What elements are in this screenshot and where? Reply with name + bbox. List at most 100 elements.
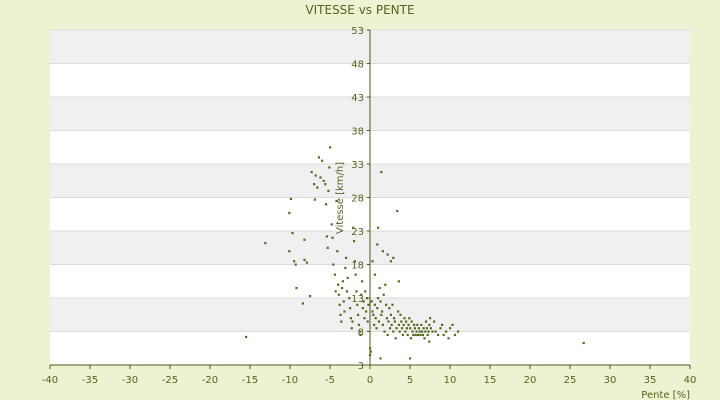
data-point xyxy=(419,333,422,337)
data-point xyxy=(361,280,364,283)
data-point xyxy=(427,330,430,333)
data-point xyxy=(393,317,396,320)
data-point xyxy=(384,283,387,286)
data-point xyxy=(325,235,328,238)
data-point xyxy=(385,317,388,320)
data-point xyxy=(289,197,292,201)
data-point xyxy=(369,350,372,353)
data-point xyxy=(410,320,413,323)
data-point xyxy=(389,327,392,330)
y-tick-label: 53 xyxy=(351,26,364,37)
data-point xyxy=(453,333,456,337)
x-axis-label: Pente [%] xyxy=(641,390,690,400)
data-point xyxy=(391,303,394,306)
x-tick-label: 10 xyxy=(444,375,457,386)
data-point xyxy=(398,330,401,333)
data-point xyxy=(377,226,380,229)
x-tick-label: 20 xyxy=(524,375,537,386)
x-tick-label: -35 xyxy=(82,375,98,386)
data-point xyxy=(356,303,359,306)
data-point xyxy=(309,294,312,298)
data-point xyxy=(370,300,373,303)
data-point xyxy=(355,290,358,293)
data-point xyxy=(397,310,400,313)
data-point xyxy=(327,189,330,192)
data-point xyxy=(403,317,406,320)
chart-title: VITESSE vs PENTE xyxy=(305,3,414,17)
x-tick-label: 5 xyxy=(407,375,413,386)
data-point xyxy=(408,317,411,320)
data-point xyxy=(414,333,417,337)
y-tick-label: 28 xyxy=(351,194,364,205)
x-tick-label: -30 xyxy=(122,375,138,386)
data-point xyxy=(301,302,304,305)
x-tick-label: 0 xyxy=(367,375,373,386)
data-point xyxy=(379,357,382,360)
x-tick-label: -5 xyxy=(325,375,335,386)
data-point xyxy=(349,307,352,310)
x-tick-label: -15 xyxy=(242,375,258,386)
data-point xyxy=(437,333,440,337)
data-point xyxy=(378,286,381,290)
data-points xyxy=(245,146,585,360)
data-point xyxy=(420,323,423,326)
data-point xyxy=(264,242,267,245)
y-tick-label: 38 xyxy=(351,127,364,138)
data-point xyxy=(351,320,354,323)
data-point xyxy=(381,323,384,326)
data-point xyxy=(369,347,372,350)
data-point xyxy=(377,320,380,323)
data-point xyxy=(406,333,409,337)
data-point xyxy=(337,283,340,286)
data-point xyxy=(412,333,415,337)
data-point xyxy=(397,280,400,283)
data-point xyxy=(421,333,424,337)
data-point xyxy=(317,156,320,159)
data-point xyxy=(245,335,248,339)
data-point xyxy=(417,327,420,330)
data-point xyxy=(345,256,348,259)
data-point xyxy=(396,209,399,213)
data-point xyxy=(405,320,408,323)
data-point xyxy=(293,260,296,263)
data-point xyxy=(442,333,445,337)
data-point xyxy=(295,286,298,290)
data-point xyxy=(390,323,393,326)
data-point xyxy=(385,303,388,306)
x-tick-label: 35 xyxy=(644,375,657,386)
data-point xyxy=(352,226,355,229)
data-point xyxy=(392,256,395,259)
data-point xyxy=(319,176,322,179)
data-point xyxy=(313,198,316,201)
data-point xyxy=(375,327,378,330)
y-tick-label: 33 xyxy=(351,160,364,171)
data-point xyxy=(449,327,452,330)
data-point xyxy=(313,183,316,186)
data-point xyxy=(329,146,332,149)
data-point xyxy=(393,320,396,323)
data-point xyxy=(415,330,418,333)
data-point xyxy=(303,258,306,262)
data-point xyxy=(413,327,416,330)
y-tick-label: 48 xyxy=(351,60,364,71)
data-point xyxy=(382,293,385,296)
data-point xyxy=(429,317,432,320)
data-point xyxy=(377,297,380,300)
x-tick-label: -25 xyxy=(162,375,178,386)
data-point xyxy=(365,297,368,300)
data-point xyxy=(418,330,421,333)
data-point xyxy=(331,236,334,239)
data-point xyxy=(303,238,306,241)
data-point xyxy=(379,300,382,303)
y-axis-label: Vitesse [km/h] xyxy=(335,162,346,234)
data-point xyxy=(395,327,398,330)
data-point xyxy=(334,290,337,293)
data-point xyxy=(457,330,460,333)
data-point xyxy=(362,300,365,303)
data-point xyxy=(386,333,389,337)
data-point xyxy=(348,297,351,300)
data-point xyxy=(386,253,389,256)
data-point xyxy=(426,333,429,337)
